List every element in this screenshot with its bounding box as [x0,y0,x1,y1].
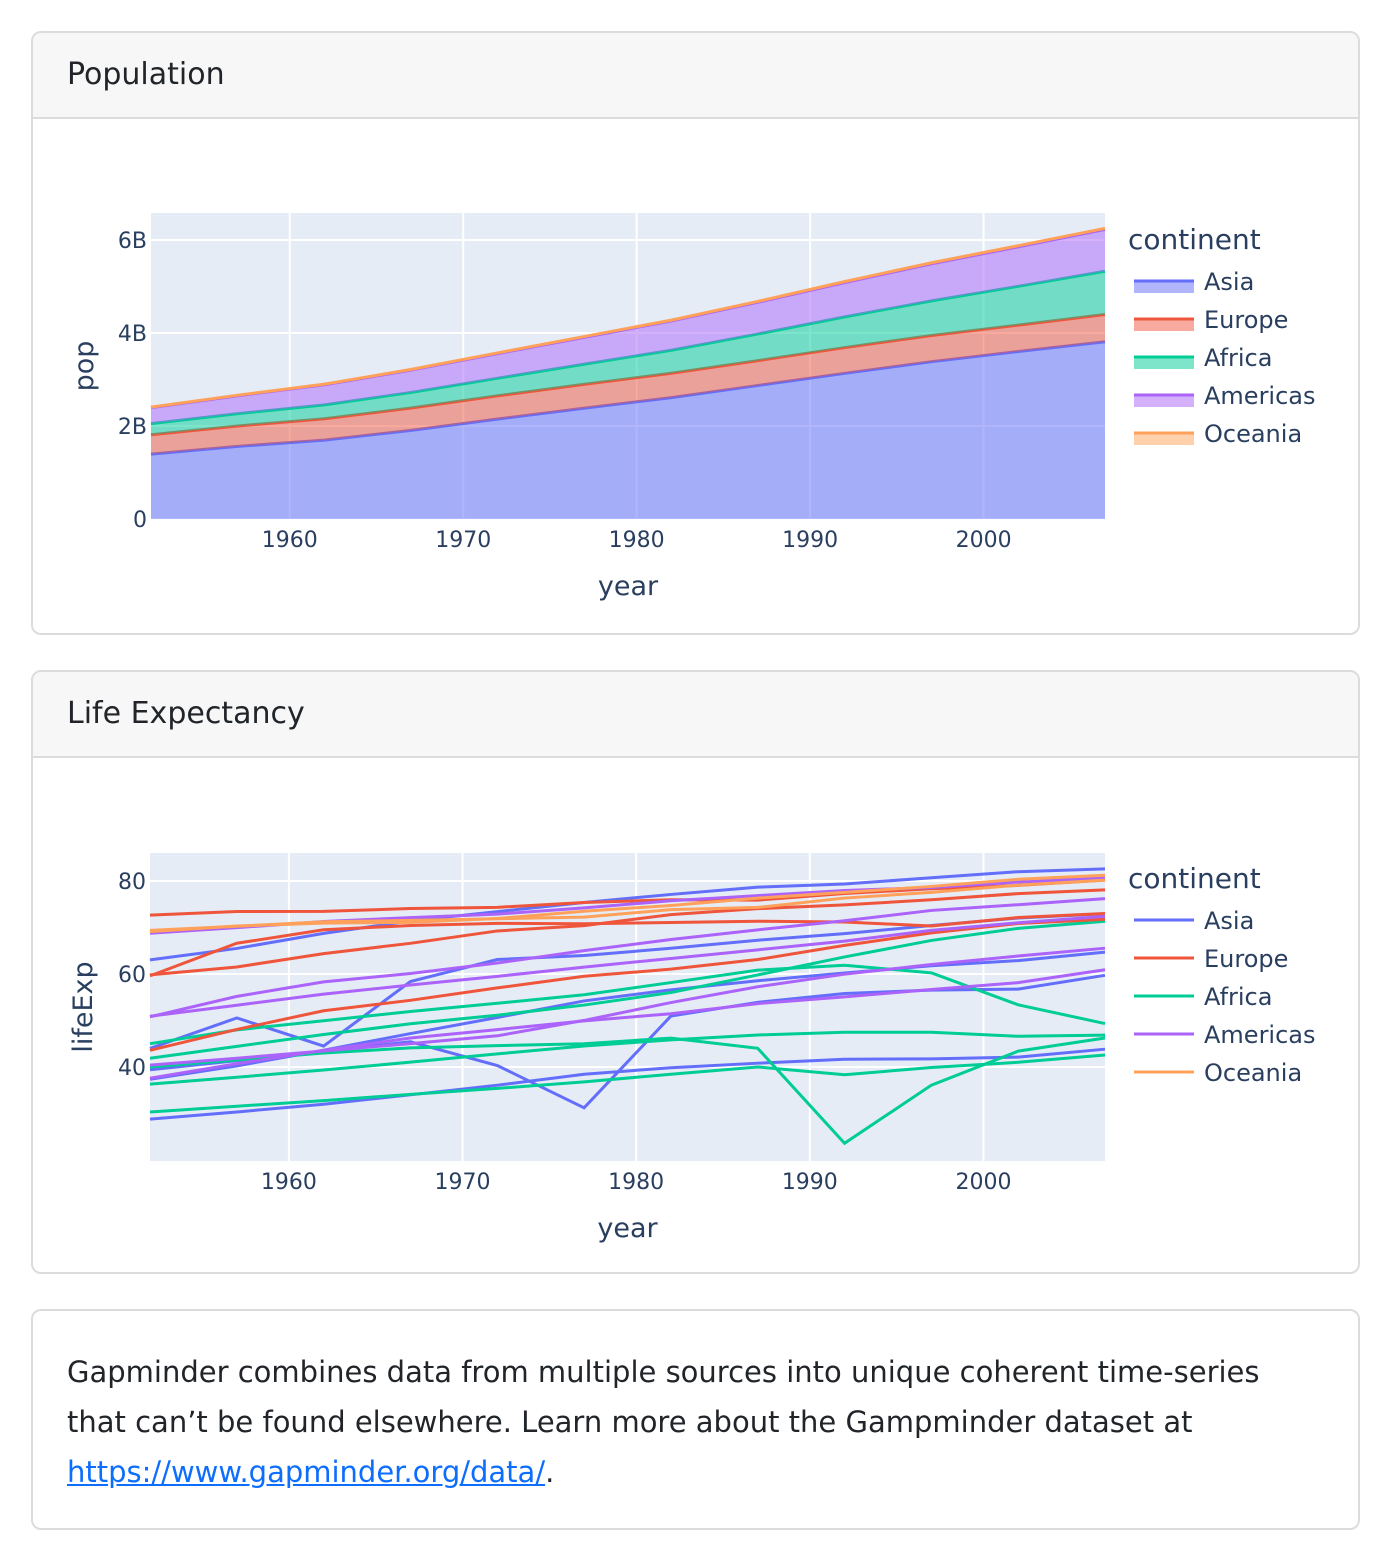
legend-item-europe: Europe [1204,945,1288,973]
x-tick-label: 2000 [956,528,1012,553]
x-axis-title: year [598,571,659,602]
x-tick-label: 1960 [262,528,318,553]
legend-item-europe: Europe [1204,306,1288,334]
legend-title: continent [1128,862,1261,895]
population-card-title: Population [33,33,1358,119]
legend-swatch-asia [1134,281,1194,293]
legend-swatch-oceania [1134,433,1194,445]
x-tick-label: 1970 [435,1170,491,1195]
line-europe [149,917,1106,1052]
y-axis-title: lifeExp [68,961,99,1052]
x-tick-label: 1980 [608,1170,664,1195]
legend-item-americas: Americas [1204,1021,1316,1049]
legend-item-africa: Africa [1204,344,1272,372]
legend-item-asia: Asia [1204,907,1254,935]
y-tick-label: 60 [118,963,146,988]
legend-swatch-africa [1134,357,1194,369]
line-americas [149,914,1106,1018]
y-tick-label: 40 [118,1056,146,1081]
y-tick-label: 80 [118,870,146,895]
line-americas [149,897,1106,1019]
y-tick-label: 4B [118,322,147,347]
line-europe [149,912,1106,978]
line-africa [149,1036,1106,1146]
area-asia [151,341,1105,519]
legend-item-asia: Asia [1204,268,1254,296]
y-tick-label: 0 [133,508,147,533]
x-tick-label: 2000 [955,1170,1011,1195]
x-tick-label: 1990 [782,1170,838,1195]
line-asia [149,1047,1106,1121]
legend-item-africa: Africa [1204,983,1272,1011]
life-expectancy-chart[interactable]: 1960 1970 1980 1990 2000 40 60 80 year lifeExp con… [33,758,1360,1274]
y-tick-label: 2B [118,415,147,440]
legend-item-oceania: Oceania [1204,1059,1302,1087]
population-chart[interactable]: 1960 1970 1980 1990 2000 0 2B 4B 6B year pop contin… [33,119,1360,635]
y-axis-title: pop [69,341,100,392]
legend-item-oceania: Oceania [1204,420,1302,448]
legend-swatch-americas [1134,395,1194,407]
life-expectancy-card: Life Expectancy 1960 1970 1980 1990 2000 40 60… [31,670,1360,1274]
x-axis-title: year [597,1213,658,1244]
area-europe [151,314,1105,455]
info-period: . [545,1455,555,1489]
line-asia [149,867,1106,962]
legend-swatch-europe [1134,319,1194,331]
legend-item-americas: Americas [1204,382,1316,410]
line-africa [149,919,1106,1060]
line-americas [149,946,1106,1067]
x-tick-label: 1960 [261,1170,317,1195]
x-tick-label: 1980 [609,528,665,553]
line-africa [149,1053,1106,1114]
x-tick-label: 1990 [782,528,838,553]
area-africa [151,271,1105,435]
legend-title: continent [1128,223,1261,256]
area-line-oceania [150,226,1106,409]
line-africa [149,963,1106,1046]
line-oceania [149,878,1106,932]
line-europe [149,888,1106,977]
info-paragraph: Gapminder combines data from multiple so… [67,1355,1260,1439]
population-card: Population 1960 1970 1980 1990 2000 0 2B 4B 6B ye… [31,31,1360,635]
info-text: Gapminder combines data from multiple so… [33,1311,1358,1528]
gapminder-link[interactable]: https://www.gapminder.org/data/ [67,1455,546,1489]
y-tick-label: 6B [118,229,147,254]
life-expectancy-card-title: Life Expectancy [33,672,1358,758]
line-africa [149,1030,1106,1086]
info-card: Gapminder combines data from multiple so… [31,1309,1360,1530]
x-tick-label: 1970 [435,528,491,553]
line-europe [149,878,1106,917]
